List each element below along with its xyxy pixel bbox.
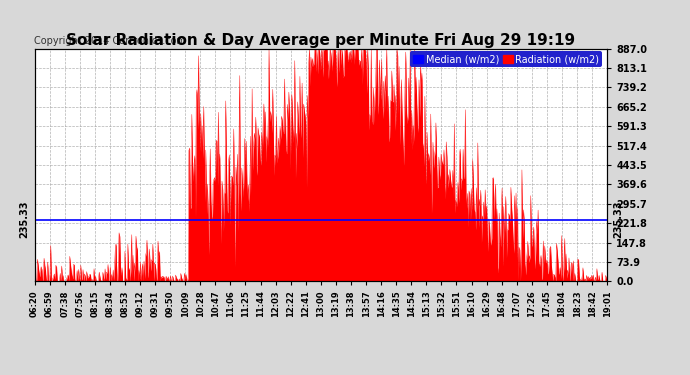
Title: Solar Radiation & Day Average per Minute Fri Aug 29 19:19: Solar Radiation & Day Average per Minute… [66, 33, 575, 48]
Text: 235.33: 235.33 [19, 201, 29, 238]
Text: 235.33: 235.33 [613, 201, 623, 238]
Legend: Median (w/m2), Radiation (w/m2): Median (w/m2), Radiation (w/m2) [410, 51, 602, 67]
Text: Copyright 2014 Cartronics.com: Copyright 2014 Cartronics.com [34, 36, 186, 46]
